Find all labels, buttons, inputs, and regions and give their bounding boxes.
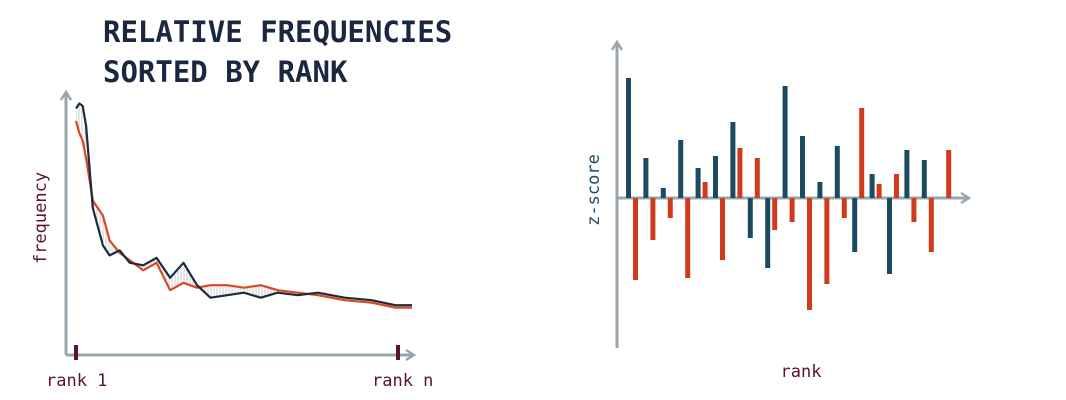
bar-series-teal xyxy=(626,78,631,198)
bar-series-teal xyxy=(730,122,736,198)
difference-hatch xyxy=(76,103,412,308)
x-axis-arrow xyxy=(405,348,417,362)
bar-series-teal xyxy=(747,198,753,238)
series-line-navy xyxy=(75,102,412,307)
bar-series-teal xyxy=(800,136,805,198)
bar-series-red xyxy=(894,174,899,198)
bar-series-teal xyxy=(904,150,910,198)
bar-series-red xyxy=(667,198,673,218)
chart-title-line-2: SORTED BY RANK xyxy=(103,55,348,89)
bar-series-teal xyxy=(765,198,771,268)
bar-series-red xyxy=(772,198,778,230)
x-tick-label-rank-1: rank 1 xyxy=(46,371,107,391)
bar-series-red xyxy=(928,198,934,252)
bar-series-teal xyxy=(695,168,701,198)
bar-series-red xyxy=(946,150,952,198)
bar-series-teal xyxy=(660,188,666,198)
bar-series-red xyxy=(789,198,795,222)
bar-series-red xyxy=(876,184,882,198)
z-score-bar-chart: z-score rank xyxy=(584,39,972,382)
x-axis-arrow xyxy=(960,191,972,205)
bar-series-red xyxy=(650,198,656,240)
bar-series-red xyxy=(720,198,725,260)
bar-series-red xyxy=(633,198,638,280)
y-axis-arrow xyxy=(610,39,624,51)
bar-series-teal xyxy=(887,198,892,274)
frequency-line-chart: rank 1 rank n frequency xyxy=(31,89,433,391)
bar-series-red xyxy=(754,158,760,198)
bar-series-teal xyxy=(713,156,718,198)
y-axis-arrow xyxy=(59,89,73,101)
bar-series-red xyxy=(702,182,708,198)
bar-series-red xyxy=(807,198,812,310)
bar-series-red xyxy=(911,198,917,222)
series-line-orange xyxy=(74,120,412,309)
bar-series-teal xyxy=(852,198,858,252)
bar-series-red xyxy=(859,108,865,198)
bar-series-red xyxy=(824,198,830,284)
y-axis-label: frequency xyxy=(31,172,51,264)
bar-series-teal xyxy=(869,174,875,198)
bar-series-teal xyxy=(782,86,788,198)
bar-series-red xyxy=(841,198,847,218)
chart-title-line-1: RELATIVE FREQUENCIES xyxy=(103,15,453,49)
bar-series-teal xyxy=(921,160,927,198)
x-tick-label-rank-n: rank n xyxy=(372,371,433,391)
bar-series-teal xyxy=(817,182,823,198)
bar-series-teal xyxy=(678,140,684,198)
chart-title: RELATIVE FREQUENCIES SORTED BY RANK xyxy=(103,12,452,92)
bar-series-red xyxy=(685,198,691,278)
bar-series-red xyxy=(737,148,743,198)
x-axis-label: rank xyxy=(781,362,822,382)
bar-series-teal xyxy=(643,158,649,198)
bar-series-teal xyxy=(834,146,840,198)
y-axis-label: z-score xyxy=(584,154,604,226)
